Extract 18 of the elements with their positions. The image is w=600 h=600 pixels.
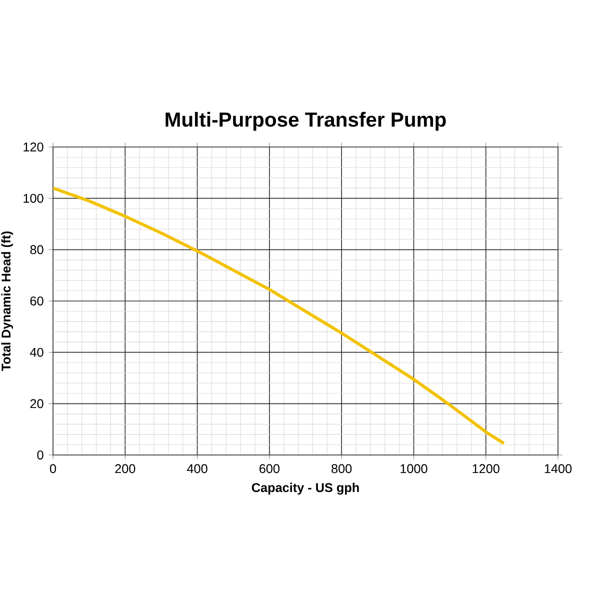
x-axis-title: Capacity - US gph xyxy=(252,482,359,495)
y-tick-label: 20 xyxy=(30,399,44,408)
x-tick-label: 400 xyxy=(187,464,208,474)
y-tick-label: 80 xyxy=(30,245,44,254)
y-tick-label: 120 xyxy=(24,142,44,152)
chart-title: Multi-Purpose Transfer Pump xyxy=(166,112,446,131)
x-tick-label: 600 xyxy=(260,464,280,474)
y-tick-label: 60 xyxy=(30,296,44,306)
y-tick-label: 0 xyxy=(37,450,44,460)
x-tick-label: 0 xyxy=(50,464,56,474)
y-axis-title: Total Dynamic Head (ft) xyxy=(1,231,14,372)
x-tick-label: 800 xyxy=(332,464,352,474)
x-tick-label: 1200 xyxy=(472,464,500,474)
y-tick-label: 100 xyxy=(24,194,44,203)
x-tick-label: 200 xyxy=(115,464,136,474)
y-tick-label: 40 xyxy=(30,348,44,357)
x-tick-label: 1000 xyxy=(400,464,428,474)
x-tick-label: 1400 xyxy=(544,464,572,474)
